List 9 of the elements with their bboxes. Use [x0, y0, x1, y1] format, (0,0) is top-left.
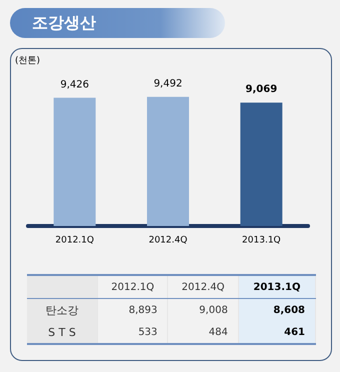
summary-table: 2012.1Q 2012.4Q 2013.1Q 탄소강 8,893 9,008 8,608 S T S 533 484 461: [27, 274, 316, 345]
data-label: 9,426: [60, 79, 89, 90]
chart-title: 조강생산: [10, 8, 225, 38]
y-axis-title: (천톤): [15, 55, 40, 67]
data-label: 9,069: [246, 84, 278, 96]
x-tick-label: 2012.1Q: [55, 236, 94, 246]
x-tick-label: 2013.1Q: [242, 236, 281, 246]
x-tick-label: 2012.4Q: [148, 236, 188, 246]
data-label: 9,492: [154, 78, 182, 90]
